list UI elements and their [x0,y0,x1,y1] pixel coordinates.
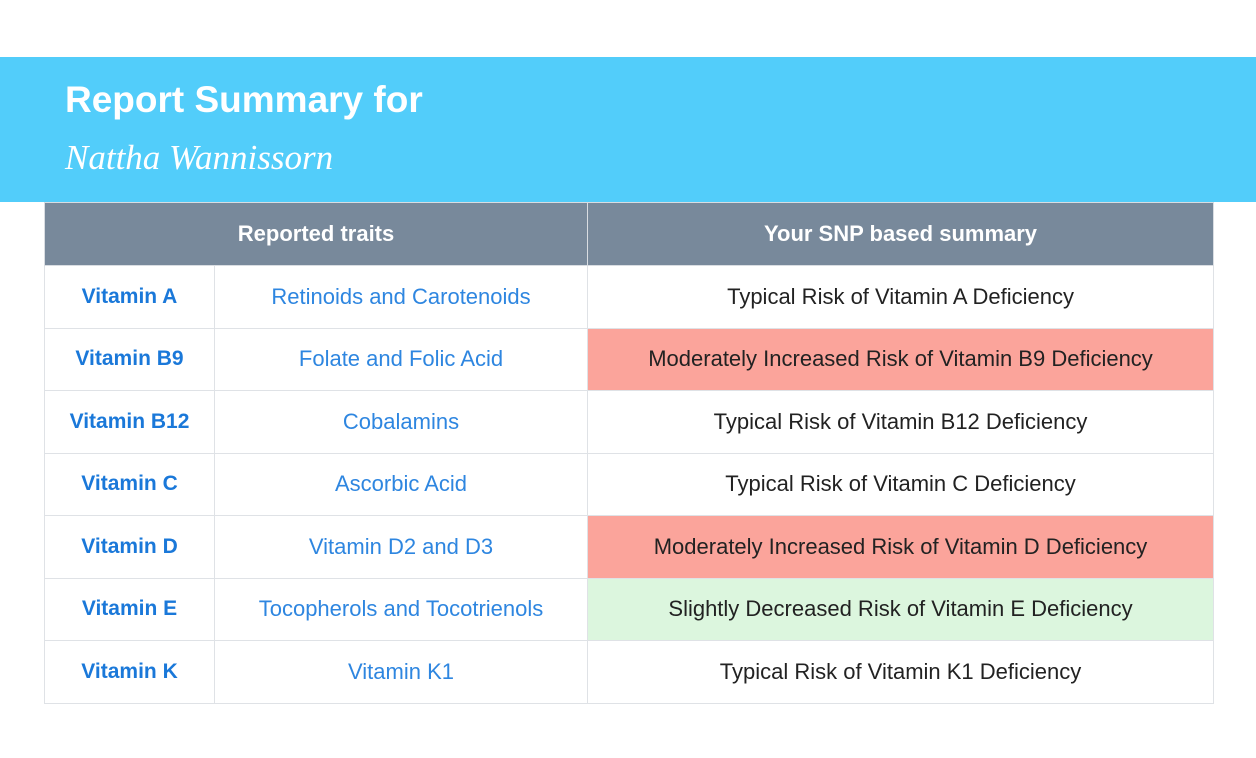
column-header-reported-traits: Reported traits [43,202,589,266]
risk-summary: Slightly Decreased Risk of Vitamin E Def… [587,577,1215,641]
trait-name[interactable]: Ascorbic Acid [213,452,589,516]
vitamin-name[interactable]: Vitamin B12 [44,390,215,454]
vitamin-name[interactable]: Vitamin E [44,577,215,641]
table-row: Vitamin B9 Folate and Folic Acid Moderat… [44,327,1215,391]
column-header-snp-summary: Your SNP based summary [587,202,1215,266]
vitamin-name[interactable]: Vitamin D [44,515,215,579]
risk-summary: Typical Risk of Vitamin A Deficiency [587,265,1215,329]
risk-summary: Moderately Increased Risk of Vitamin B9 … [587,327,1215,391]
vitamin-name[interactable]: Vitamin A [44,265,215,329]
trait-name[interactable]: Tocopherols and Tocotrienols [213,577,589,641]
vitamin-name[interactable]: Vitamin B9 [44,327,215,391]
table-row: Vitamin K Vitamin K1 Typical Risk of Vit… [44,640,1215,704]
table-row: Vitamin A Retinoids and Carotenoids Typi… [44,265,1215,329]
table-row: Vitamin B12 Cobalamins Typical Risk of V… [44,390,1215,454]
vitamin-name[interactable]: Vitamin K [44,640,215,704]
risk-summary: Typical Risk of Vitamin B12 Deficiency [587,390,1215,454]
risk-summary: Moderately Increased Risk of Vitamin D D… [587,515,1215,579]
vitamin-name[interactable]: Vitamin C [44,452,215,516]
table-row: Vitamin D Vitamin D2 and D3 Moderately I… [44,515,1215,579]
report-table: Reported traits Your SNP based summary V… [43,202,1215,704]
header-banner [0,57,1256,202]
trait-name[interactable]: Folate and Folic Acid [213,327,589,391]
person-name: Nattha Wannissorn [65,138,334,177]
trait-name[interactable]: Cobalamins [213,390,589,454]
table-header-row: Reported traits Your SNP based summary [43,202,1215,266]
trait-name[interactable]: Vitamin D2 and D3 [213,515,589,579]
trait-name[interactable]: Retinoids and Carotenoids [213,265,589,329]
table-row: Vitamin E Tocopherols and Tocotrienols S… [44,577,1215,641]
risk-summary: Typical Risk of Vitamin K1 Deficiency [587,640,1215,704]
table-row: Vitamin C Ascorbic Acid Typical Risk of … [44,452,1215,516]
risk-summary: Typical Risk of Vitamin C Deficiency [587,452,1215,516]
trait-name[interactable]: Vitamin K1 [213,640,589,704]
report-title: Report Summary for [65,79,423,120]
